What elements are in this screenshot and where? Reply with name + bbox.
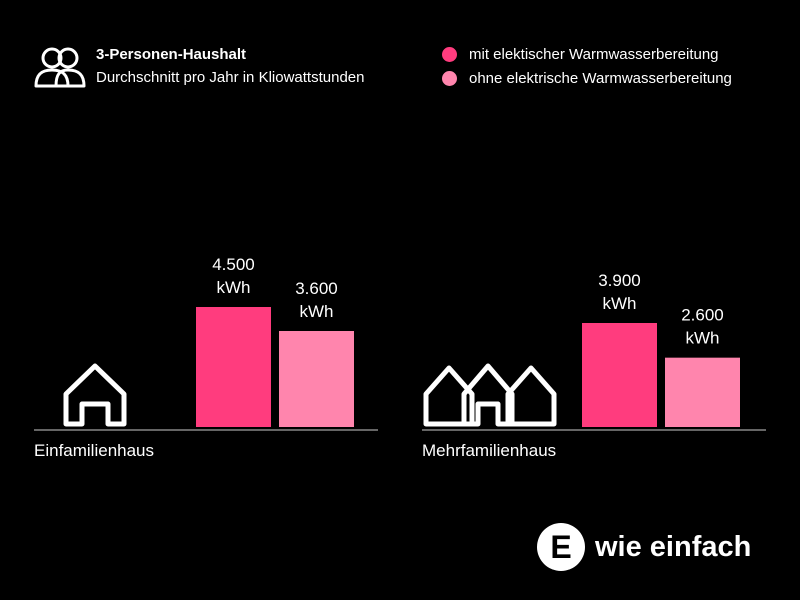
legend-item-without-electric: ohne elektrische Warmwasserbereitung xyxy=(442,70,732,87)
chart-title: 3-Personen-Haushalt xyxy=(96,46,247,63)
legend-label: mit elektischer Warmwasserbereitung xyxy=(469,46,719,63)
brand-logo: E wie einfach xyxy=(537,521,751,573)
value-label: 4.500 xyxy=(212,255,255,274)
bar-mehrfamilienhaus-series-1 xyxy=(665,357,740,427)
brand-text: wie einfach xyxy=(595,530,752,563)
chart-subtitle: Durchschnitt pro Jahr in Kliowattstunden xyxy=(96,69,365,86)
house-icon xyxy=(63,363,127,427)
value-label: 2.600 xyxy=(681,306,724,325)
category-label-mehrfamilienhaus: Mehrfamilienhaus xyxy=(422,441,556,460)
chart-header: 3-Personen-Haushalt Durchschnitt pro Jah… xyxy=(34,44,774,94)
unit-label: kWh xyxy=(686,329,720,348)
unit-label: kWh xyxy=(300,302,334,321)
bar-einfamilienhaus-series-0 xyxy=(196,307,271,427)
houses-icon xyxy=(423,363,557,427)
brand-e-icon: E xyxy=(537,523,585,571)
unit-label: kWh xyxy=(603,294,637,313)
bar-einfamilienhaus-series-1 xyxy=(279,331,354,427)
category-label-einfamilienhaus: Einfamilienhaus xyxy=(34,441,154,460)
unit-label: kWh xyxy=(217,278,251,297)
legend-item-with-electric: mit elektischer Warmwasserbereitung xyxy=(442,46,719,63)
value-label: 3.900 xyxy=(598,271,641,290)
legend-swatch xyxy=(442,71,457,86)
legend-label: ohne elektrische Warmwasserbereitung xyxy=(469,70,732,87)
bar-mehrfamilienhaus-series-0 xyxy=(582,323,657,427)
people-icon xyxy=(34,47,86,88)
legend-swatch xyxy=(442,47,457,62)
value-label: 3.600 xyxy=(295,279,338,298)
